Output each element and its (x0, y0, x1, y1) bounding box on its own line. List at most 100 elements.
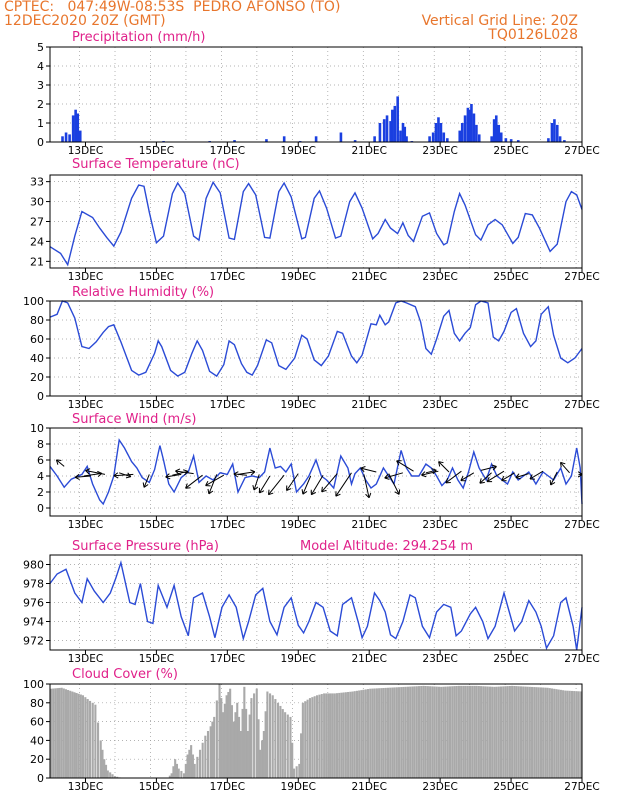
cloud-bar (415, 686, 418, 778)
cloud-bar (451, 686, 454, 778)
cloud-bar (193, 763, 196, 778)
cloud-bar (81, 695, 85, 778)
y-tick-label: 2 (37, 98, 44, 111)
cloud-bar (380, 688, 383, 778)
cloud-bar (190, 745, 193, 778)
cloud-bar (497, 686, 500, 778)
wind-arrow-head (252, 485, 259, 491)
x-tick-label: 15DEC (139, 519, 174, 531)
wind-arrow (363, 474, 370, 498)
header-model-code: TQ0126L028 (488, 27, 578, 43)
wind-arrow (425, 469, 437, 474)
panel-border (49, 427, 583, 517)
cloud-bar (64, 689, 67, 778)
precip-bar (401, 123, 405, 142)
precip-bar (428, 136, 431, 142)
wind-arrow (515, 473, 529, 478)
x-tick-label: 25DEC (493, 145, 528, 157)
x-tick-label: 25DEC (493, 271, 528, 283)
precip-bar (385, 115, 389, 142)
cloud-bar (338, 692, 341, 778)
cloud-bar (237, 716, 241, 778)
y-tick-label: 972 (23, 635, 44, 648)
cloud-bar (404, 686, 407, 778)
x-tick-label: 15DEC (139, 399, 174, 411)
cloud-bar (347, 691, 350, 778)
y-tick-label: 27 (30, 216, 44, 229)
header-station: CPTEC: 047:49W-08:53S PEDRO AFONSO (TO) (4, 0, 341, 15)
wind-arrow-head (267, 489, 274, 496)
cloud-bar (245, 708, 248, 778)
cloud-bar (177, 768, 180, 778)
x-tick-label: 13DEC (68, 781, 103, 793)
cloud-bar (513, 685, 516, 778)
cloud-bar (109, 772, 112, 778)
cloud-bar (67, 690, 70, 778)
wind-arrow-head (310, 489, 317, 496)
cloud-bar (298, 763, 301, 778)
precip-bar (68, 134, 71, 142)
y-tick-label: 10 (30, 422, 44, 435)
cloud-bar (327, 693, 330, 778)
cloud-bar (236, 702, 239, 778)
precip-bar (339, 132, 343, 142)
cloud-bar (406, 686, 409, 778)
panel-title: Surface Temperature (nC) (72, 157, 240, 172)
wind-arrow (438, 461, 450, 473)
cloud-bar (333, 693, 336, 778)
cloud-bar (409, 686, 412, 778)
cloud-bar (431, 686, 434, 778)
wind-arrow-head (207, 488, 214, 495)
x-tick-label: 27DEC (564, 781, 599, 793)
wind-arrow-head (360, 466, 366, 473)
y-tick-label: 100 (23, 295, 44, 308)
cloud-bar (542, 687, 545, 778)
panel-border (49, 683, 583, 779)
cloud-bar (568, 690, 571, 778)
cloud-bar (198, 749, 202, 778)
cloud-bar (113, 776, 116, 778)
cloud-bar (301, 702, 304, 778)
cloud-bar (111, 774, 114, 778)
x-tick-label: 25DEC (493, 653, 528, 665)
series-line (49, 559, 583, 651)
wind-arrow (233, 473, 247, 476)
cloud-bar (300, 733, 303, 778)
precip-bar (434, 123, 438, 142)
cloud-bar (116, 776, 119, 778)
panel-frame (49, 46, 583, 143)
x-tick-label: 15DEC (139, 781, 174, 793)
x-tick-label: 13DEC (68, 653, 103, 665)
cloud-bar (91, 702, 94, 778)
cloud-bar (246, 731, 249, 778)
precip-bar (458, 130, 462, 142)
precip-bar (463, 115, 467, 142)
wind-arrow (550, 471, 558, 486)
cloud-bar (550, 688, 554, 778)
series-line (49, 300, 583, 378)
cloud-bar (475, 685, 478, 778)
x-tick-label: 19DEC (281, 271, 316, 283)
precip-bar (550, 123, 554, 142)
cloud-bar (446, 686, 449, 778)
panel-title: Precipitation (mm/h) (72, 30, 205, 45)
wind-arrow (208, 474, 218, 495)
cloud-bar (304, 701, 307, 778)
cloud-bar (223, 703, 226, 778)
cloud-bar (174, 759, 177, 778)
cloud-bar (411, 686, 414, 778)
y-tick-label: 6 (37, 454, 44, 467)
y-tick-label: 24 (30, 235, 44, 248)
cloud-bar (515, 686, 518, 778)
precip-bar (382, 119, 386, 142)
cloud-bar (422, 685, 425, 778)
cloud-bar (493, 686, 496, 778)
precip-bar (446, 138, 449, 142)
cloud-bar (402, 686, 405, 778)
x-tick-label: 27DEC (564, 653, 599, 665)
precip-bar (405, 136, 408, 142)
panel-border (49, 554, 583, 651)
cloud-bar (495, 686, 498, 778)
wind-arrow-head (365, 492, 372, 499)
cloud-bar (262, 731, 265, 778)
